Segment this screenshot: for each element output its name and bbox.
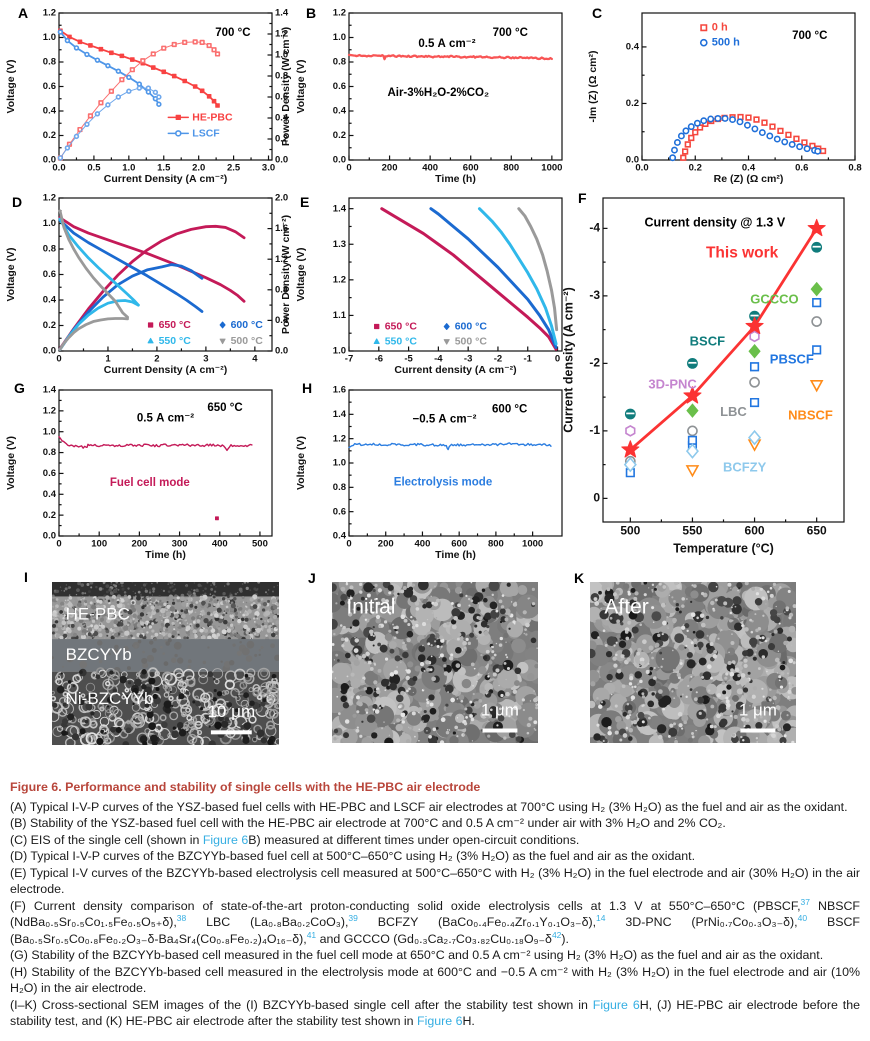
caption-entry-H: (H) Stability of the BZCYYb-based cell m… [10, 964, 860, 997]
panel-j-sem-image [332, 582, 538, 743]
panel-a-ivp-chart [0, 0, 292, 186]
panel-letter-j: J [308, 570, 316, 586]
caption-text: (B) Stability of the YSZ-based fuel cell… [10, 816, 726, 830]
panel-b-canvas [290, 0, 582, 186]
panel-g-canvas [0, 374, 292, 570]
panel-k-sem-image [590, 582, 796, 743]
figure-caption: Figure 6. Performance and stability of s… [10, 779, 860, 1030]
caption-text: ). [561, 931, 569, 946]
panel-e-canvas [290, 186, 582, 377]
caption-text: LBC (La₀.₈Ba₀.₂CoO₃), [186, 915, 349, 929]
panel-g-fuelcell-stability-chart [0, 374, 292, 570]
panel-letter-k: K [574, 570, 585, 586]
panel-letter-c: C [592, 5, 603, 21]
caption-title: Figure 6. Performance and stability of s… [10, 780, 481, 794]
reference-link[interactable]: 14 [596, 912, 606, 923]
caption-text: NBSCF (NdBa₀.₅Sr₀.₅Co₁.₅Fe₀.₅O₅₊δ), [10, 898, 861, 930]
panel-k-sem-after [590, 582, 796, 743]
caption-text: H. [462, 1014, 475, 1028]
panel-letter-e: E [300, 194, 310, 210]
reference-link[interactable]: 37 [800, 896, 810, 907]
panel-b-stability-chart [290, 0, 582, 186]
caption-text: and GCCCO (Gd₀.₃Ca₂.₇Co₃.₈₂Cu₀.₁₈O₉₋δ [316, 931, 552, 946]
panel-e-iv-chart [290, 186, 582, 377]
caption-entry-IK: (I–K) Cross-sectional SEM images of the … [10, 997, 860, 1030]
caption-entry-F: (F) Current density comparison of state-… [10, 896, 861, 948]
reference-link[interactable]: 40 [797, 912, 808, 923]
reference-link[interactable]: 39 [348, 912, 358, 923]
caption-text: (D) Typical I-V-P curves of the BZCYYb-b… [10, 849, 696, 863]
caption-text: (G) Stability of the BZCYYb-based cell m… [10, 948, 824, 962]
caption-text: BSCF (Ba₀.₅Sr₀.₅Co₀.₈Fe₀.₂O₃₋δ-Ba₄Sr₄(Co… [10, 915, 860, 946]
panel-h-canvas [290, 374, 582, 570]
reference-link[interactable]: 42 [551, 929, 562, 940]
panel-letter-i: I [24, 569, 28, 585]
panel-letter-g: G [14, 380, 25, 396]
caption-text: B) measured at different times under ope… [248, 832, 580, 847]
reference-link[interactable]: 38 [176, 912, 187, 923]
panel-i-sem-cross-section [52, 582, 279, 745]
panel-a-canvas [0, 0, 292, 186]
caption-entry-A: (A) Typical I-V-P curves of the YSZ-base… [10, 799, 860, 816]
caption-entry-C: (C) EIS of the single cell (shown in Fig… [10, 832, 860, 849]
panel-f-canvas [558, 186, 868, 564]
panel-letter-h: H [302, 380, 313, 396]
reference-link[interactable]: 41 [306, 929, 317, 940]
panel-c-canvas [582, 0, 870, 186]
panel-letter-a: A [18, 5, 29, 21]
panel-j-sem-initial [332, 582, 538, 743]
caption-text: (I–K) Cross-sectional SEM images of the … [10, 997, 593, 1012]
caption-body: (A) Typical I-V-P curves of the YSZ-base… [10, 799, 860, 1030]
figure-crossref-link[interactable]: Figure 6 [592, 997, 640, 1012]
caption-entry-B: (B) Stability of the YSZ-based fuel cell… [10, 815, 860, 832]
caption-entry-E: (E) Typical I-V curves of the BZCYYb-bas… [10, 865, 860, 898]
panel-letter-f: F [578, 190, 587, 206]
figure-crossref-link[interactable]: Figure 6 [202, 832, 249, 847]
panel-h-electrolysis-stability-chart [290, 374, 582, 570]
caption-text: (C) EIS of the single cell (shown in [10, 832, 203, 847]
caption-text: BCFZY (BaCo₀.₄Fe₀.₄Zr₀.₁Y₀.₁O₃₋δ), [357, 915, 597, 929]
caption-entry-D: (D) Typical I-V-P curves of the BZCYYb-b… [10, 848, 860, 865]
caption-text: (F) Current density comparison of state-… [10, 898, 801, 913]
panel-c-eis-chart [582, 0, 870, 186]
panel-d-canvas [0, 186, 292, 377]
caption-text: 3D-PNC (PrNi₀.₇Co₀.₃O₃₋δ), [605, 915, 798, 929]
figure-crossref-link[interactable]: Figure 6 [417, 1014, 463, 1028]
panel-letter-b: B [306, 5, 317, 21]
caption-text: (A) Typical I-V-P curves of the YSZ-base… [10, 799, 848, 814]
panel-letter-d: D [12, 194, 23, 210]
caption-text: (E) Typical I-V curves of the BZCYYb-bas… [10, 865, 860, 897]
caption-text: H, (J) HE-PBC air electrode before the s… [10, 997, 860, 1029]
panel-f-comparison-chart [558, 186, 868, 564]
caption-entry-G: (G) Stability of the BZCYYb-based cell m… [10, 947, 860, 964]
panel-d-ivp-chart [0, 186, 292, 377]
caption-text: (H) Stability of the BZCYYb-based cell m… [10, 964, 860, 996]
panel-i-sem-image [52, 582, 279, 745]
